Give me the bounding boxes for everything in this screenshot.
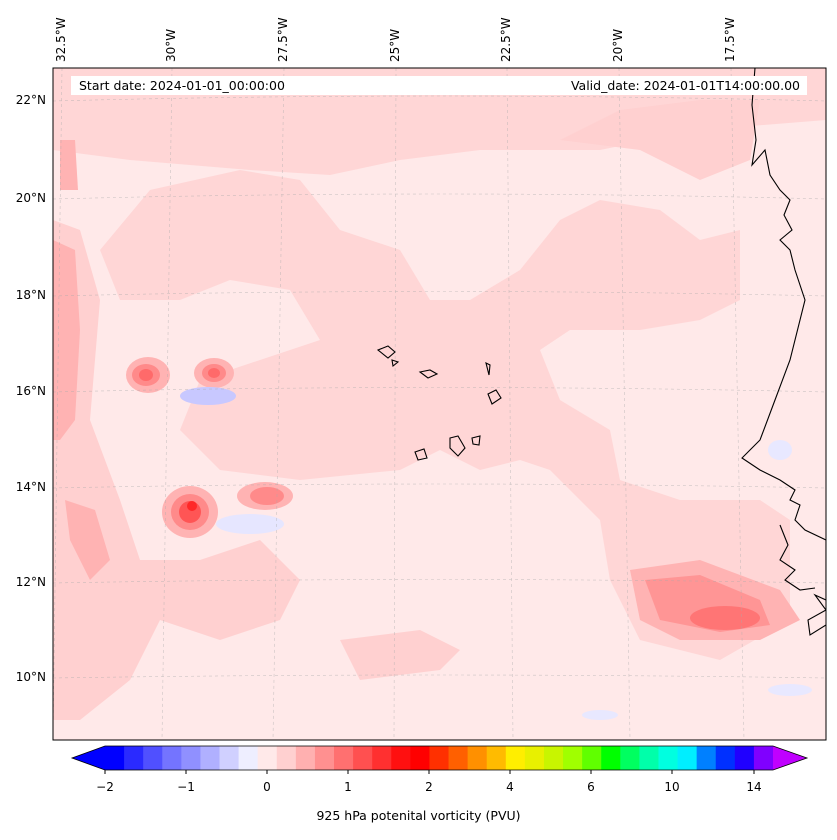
contour-band (139, 369, 153, 381)
contour-band (208, 368, 220, 378)
contour-band (768, 440, 792, 460)
colorbar-segment (429, 746, 450, 770)
coastline (741, 68, 826, 636)
colorbar-segment (181, 746, 201, 770)
colorbar-segment (295, 746, 316, 770)
latitude-label: 20°N (15, 191, 46, 205)
latitude-label: 14°N (15, 480, 46, 494)
contour-band (340, 630, 460, 680)
longitude-label: 27.5°W (276, 17, 290, 62)
colorbar-tick-label: 14 (746, 780, 762, 794)
colorbar-segment (582, 746, 602, 770)
longitude-label: 32.5°W (54, 17, 68, 62)
contour-band (582, 710, 618, 720)
island (471, 435, 481, 446)
gridlines (52, 67, 827, 741)
island (449, 435, 466, 457)
colorbar-segment (276, 746, 297, 770)
contour-band (65, 500, 110, 580)
colorbar-segment (677, 746, 698, 770)
colorbar-segment (734, 746, 755, 770)
longitude-label: 17.5°W (723, 17, 737, 62)
pv-field (53, 68, 826, 740)
colorbar-segment (314, 746, 335, 770)
island (487, 389, 502, 405)
colorbar-segment (334, 746, 354, 770)
island (391, 359, 400, 368)
latitude-label: 18°N (15, 288, 46, 302)
colorbar-segment (353, 746, 373, 770)
colorbar-segment (410, 746, 430, 770)
start-date-label: Start date: 2024-01-01_00:00:00 (79, 78, 285, 93)
contour-band (560, 100, 760, 180)
contour-band (690, 606, 760, 630)
colorbar-tick-label: 2 (425, 780, 433, 794)
island (414, 448, 428, 461)
colorbar-tick-label: 6 (587, 780, 595, 794)
colorbar-segment (219, 746, 240, 770)
colorbar-tick-label: 4 (506, 780, 514, 794)
colorbar-tick-label: 10 (664, 780, 680, 794)
latitude-label: 12°N (15, 575, 46, 589)
island (376, 345, 396, 359)
colorbar-tick-label: −1 (177, 780, 195, 794)
valid-date-label: Valid_date: 2024-01-01T14:00:00.00 (570, 78, 800, 93)
map-frame (52, 67, 827, 741)
colorbar-segment (124, 746, 144, 770)
colorbar-segment (620, 746, 640, 770)
longitude-label: 30°W (164, 28, 178, 62)
colorbar-segment (467, 746, 488, 770)
colorbar-segment (753, 746, 774, 770)
colorbar-segment (505, 746, 526, 770)
colorbar-label: 925 hPa potenital vorticity (PVU) (316, 808, 521, 823)
info-banner (71, 76, 807, 95)
colorbar-segment (543, 746, 564, 770)
contour-band (180, 387, 236, 405)
colorbar-segment (601, 746, 621, 770)
latitude-label: 16°N (15, 384, 46, 398)
contour-band (250, 487, 284, 505)
colorbar-segment (372, 746, 392, 770)
colorbar (70, 745, 809, 774)
colorbar-segment (696, 746, 717, 770)
colorbar-segment (524, 746, 545, 770)
contour-band (53, 220, 300, 720)
colorbar-extend-low (72, 746, 105, 770)
islands (376, 345, 502, 461)
longitude-label: 20°W (611, 28, 625, 62)
colorbar-segment (105, 746, 125, 770)
contour-band (187, 501, 197, 511)
colorbar-segment (715, 746, 736, 770)
island (485, 361, 491, 376)
colorbar-segment (658, 746, 679, 770)
contour-band (53, 240, 80, 440)
latitude-label: 22°N (15, 93, 46, 107)
colorbar-segment (143, 746, 163, 770)
colorbar-segment (238, 746, 259, 770)
colorbar-segment (200, 746, 221, 770)
colorbar-segment (391, 746, 411, 770)
colorbar-segment (162, 746, 182, 770)
colorbar-tick-label: 1 (344, 780, 352, 794)
colorbar-tick-label: −2 (96, 780, 114, 794)
colorbar-extend-high (773, 746, 807, 770)
contour-band (768, 684, 812, 696)
contour-band (60, 140, 78, 190)
island (418, 369, 439, 379)
colorbar-segment (639, 746, 659, 770)
longitude-label: 22.5°W (499, 17, 513, 62)
colorbar-tick-label: 0 (263, 780, 271, 794)
latitude-label: 10°N (15, 670, 46, 684)
colorbar-segment (563, 746, 583, 770)
longitude-label: 25°W (388, 28, 402, 62)
colorbar-segment (486, 746, 507, 770)
colorbar-segment (257, 746, 278, 770)
contour-band (216, 514, 284, 534)
colorbar-segment (448, 746, 469, 770)
